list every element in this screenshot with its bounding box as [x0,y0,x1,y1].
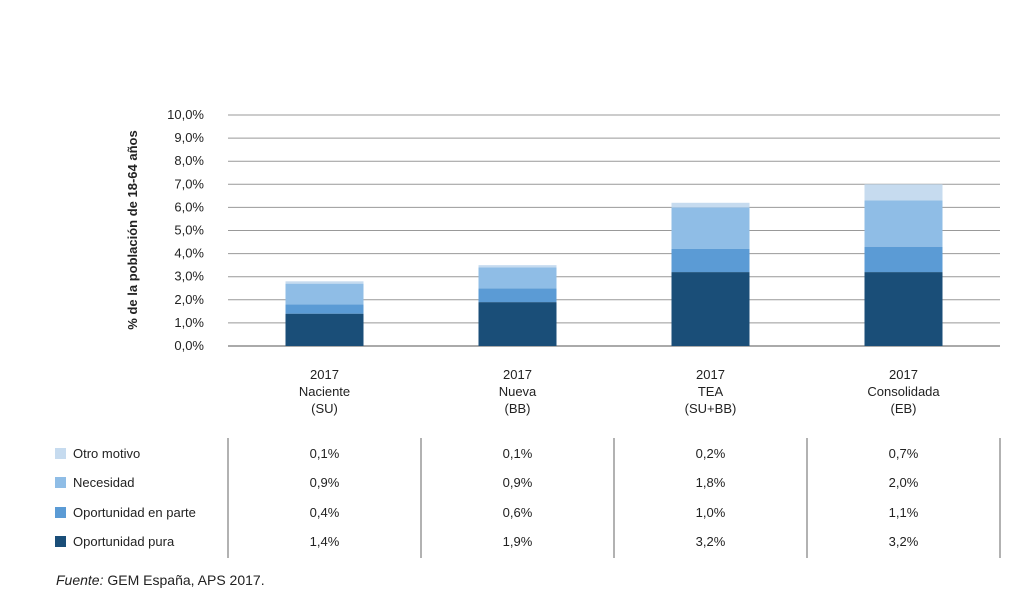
x-category-abbr: (SU+BB) [685,401,737,416]
table-value: 0,4% [310,505,340,520]
bar-segment [478,302,557,346]
bar-segment [671,202,750,208]
x-category-name: Naciente [299,384,350,399]
x-category-name: TEA [698,384,724,399]
x-category-name: Nueva [499,384,537,399]
y-tick-label: 8,0% [174,153,204,168]
table-value: 0,6% [503,505,533,520]
y-tick-label: 0,0% [174,338,204,353]
y-tick-label: 2,0% [174,292,204,307]
table-value: 1,0% [696,505,726,520]
legend-label: Oportunidad en parte [73,505,196,520]
bar-segment [671,272,750,346]
y-tick-label: 10,0% [167,107,204,122]
bar-segment [285,313,364,346]
bar-segment [864,184,943,201]
table-value: 2,0% [889,475,919,490]
table-value: 3,2% [696,534,726,549]
bar-segment [478,267,557,289]
table-value: 0,9% [503,475,533,490]
x-category-year: 2017 [696,367,725,382]
y-tick-label: 7,0% [174,176,204,191]
y-axis-label: % de la población de 18-64 años [125,130,140,329]
x-category-name: Consolidada [867,384,940,399]
table-value: 0,1% [503,446,533,461]
legend-swatch [55,536,66,547]
y-tick-label: 5,0% [174,223,204,238]
bar-segment [864,272,943,346]
table-value: 1,4% [310,534,340,549]
y-tick-label: 4,0% [174,246,204,261]
legend-label: Otro motivo [73,446,140,461]
bar-segment [285,304,364,314]
bar-segment [478,265,557,268]
bar-segment [478,288,557,303]
source-label: Fuente: [56,572,104,588]
bar-segment [285,283,364,305]
y-tick-label: 9,0% [174,130,204,145]
source-note: Fuente: GEM España, APS 2017. [56,572,265,588]
x-category-abbr: (SU) [311,401,338,416]
table-value: 1,1% [889,505,919,520]
table-value: 0,7% [889,446,919,461]
table-value: 1,8% [696,475,726,490]
bar-segment [285,281,364,284]
y-tick-label: 1,0% [174,315,204,330]
x-category-abbr: (EB) [891,401,917,416]
legend-swatch [55,477,66,488]
stacked-bar-chart: 0,0% 1,0% 2,0% 3,0% 4,0% 5,0% 6,0% 7,0% 8,0% 9,0%… [55,107,1001,558]
table-value: 1,9% [503,534,533,549]
x-category-year: 2017 [503,367,532,382]
bar-segment [671,248,750,273]
table-value: 0,1% [310,446,340,461]
x-category-year: 2017 [889,367,918,382]
table-value: 3,2% [889,534,919,549]
y-tick-label: 3,0% [174,269,204,284]
legend-label: Necesidad [73,475,134,490]
x-category-year: 2017 [310,367,339,382]
bar-segment [671,207,750,249]
x-category-abbr: (BB) [505,401,531,416]
table-value: 0,9% [310,475,340,490]
source-text: GEM España, APS 2017. [103,572,265,588]
bar-segment [864,200,943,247]
legend-swatch [55,448,66,459]
bar-segment [864,246,943,273]
legend-label: Oportunidad pura [73,534,175,549]
table-value: 0,2% [696,446,726,461]
y-tick-label: 6,0% [174,199,204,214]
legend-swatch [55,507,66,518]
